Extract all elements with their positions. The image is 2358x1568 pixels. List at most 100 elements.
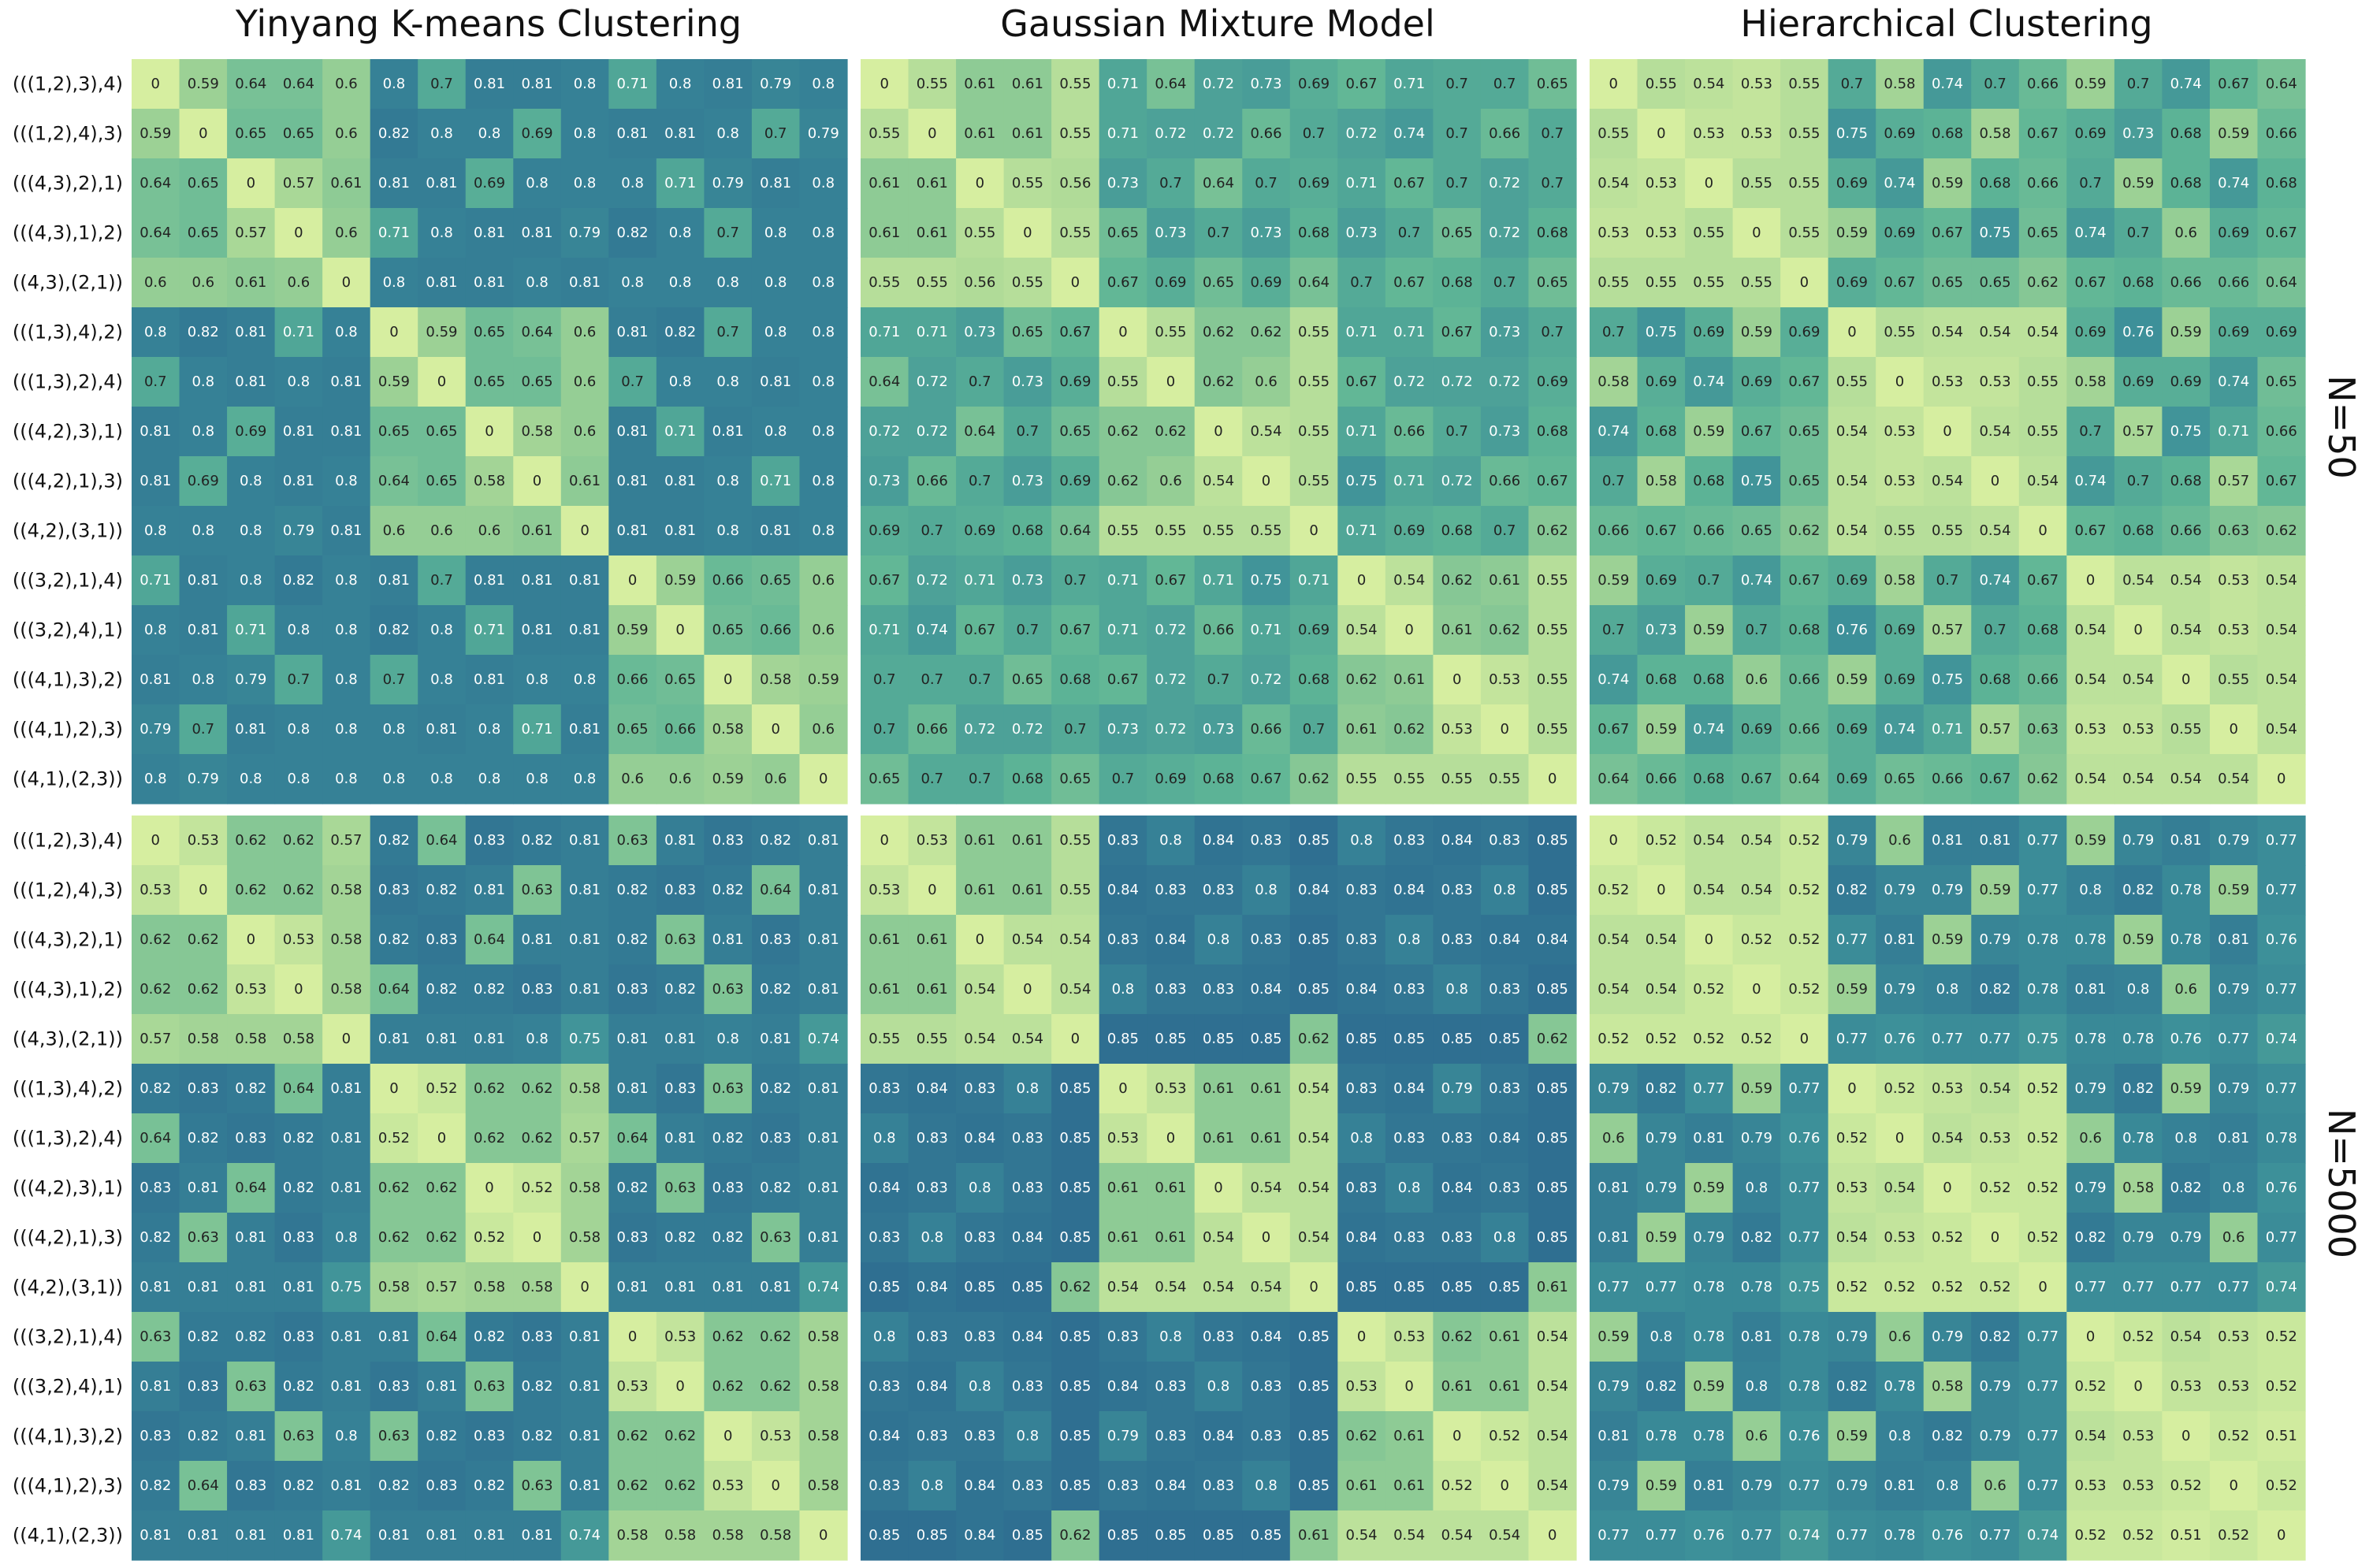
cell-value-label: 0.58 [2075,373,2107,390]
heatmap-cell [227,109,276,159]
heatmap-cell [1637,307,1686,358]
cell-value-label: 0.54 [2170,622,2202,638]
cell-value-label: 0 [1214,423,1222,440]
cell-value-label: 0.6 [812,721,835,738]
heatmap-cell [2066,754,2115,804]
heatmap-cell [1099,704,1147,755]
heatmap-cell [1147,754,1196,804]
cell-value-label: 0.55 [1537,622,1568,638]
cell-value-label: 0.82 [1836,1378,1868,1395]
cell-value-label: 0.52 [2075,1527,2107,1544]
cell-value-label: 0.8 [1255,1477,1278,1494]
cell-value-label: 0.58 [712,721,744,738]
cell-value-label: 0.8 [921,1229,943,1246]
cell-value-label: 0.53 [2218,1378,2249,1395]
row-tick-label: (((3,2),1),4) [13,1326,123,1348]
cell-value-label: 0.85 [1393,1031,1425,1047]
heatmap-cell [656,704,705,755]
cell-value-label: 0.81 [235,324,266,340]
cell-value-label: 0.52 [426,1080,457,1097]
cell-value-label: 0.55 [1059,882,1091,898]
heatmap-cell [1971,258,2020,308]
heatmap-cell [704,754,753,804]
cell-value-label: 0.75 [330,1279,362,1295]
heatmap-cell [465,506,514,556]
heatmap-cell [1876,208,1925,258]
cell-value-label: 0.81 [1884,1477,1915,1494]
cell-value-label: 0.53 [2122,1428,2154,1444]
heatmap-cell [1337,605,1386,656]
heatmap-cell [513,258,562,308]
cell-value-label: 0.78 [2027,981,2059,998]
heatmap-cell [1732,407,1781,457]
cell-value-label: 0.76 [1884,1031,1915,1047]
cell-value-label: 0 [1657,125,1665,142]
cell-value-label: 0.83 [1250,1428,1281,1444]
cell-value-label: 0.55 [1489,771,1520,787]
cell-value-label: 0.7 [1602,324,1625,340]
heatmap-cell [1780,407,1829,457]
cell-value-label: 0.59 [2170,324,2202,340]
heatmap-cell [656,258,705,308]
cell-value-label: 0.69 [2218,225,2249,241]
heatmap-cell [2209,605,2259,656]
cell-value-label: 0.7 [2127,473,2150,489]
heatmap-cell [322,506,371,556]
heatmap-cell [1289,754,1338,804]
cell-value-label: 0.78 [1646,1428,1677,1444]
row-tick-label: ((4,2),(3,1)) [13,1276,123,1299]
cell-value-label: 0.55 [1788,225,1820,241]
cell-value-label: 0.85 [1155,1031,1186,1047]
cell-value-label: 0.71 [378,225,410,241]
heatmap-cell [1242,59,1291,110]
cell-value-label: 0.74 [2170,76,2202,92]
cell-value-label: 0.57 [235,225,266,241]
cell-value-label: 0.6 [574,373,597,390]
cell-value-label: 0.81 [521,76,552,92]
cell-value-label: 0.66 [1932,771,1963,787]
cell-value-label: 0 [2038,1279,2047,1295]
cell-value-label: 0.67 [1788,373,1820,390]
heatmap-cell [513,754,562,804]
cell-value-label: 0.81 [426,1527,457,1544]
cell-value-label: 0.6 [430,522,453,539]
cell-value-label: 0.77 [2027,832,2059,849]
cell-value-label: 0.73 [1107,175,1139,191]
heatmap-cell [2257,59,2306,110]
heatmap-cell [1003,258,1052,308]
cell-value-label: 0.63 [521,882,552,898]
heatmap-cell [704,158,753,209]
cell-value-label: 0.61 [964,882,995,898]
cell-value-label: 0.71 [760,473,791,489]
heatmap-cell [370,655,418,705]
heatmap-cell [1289,555,1338,606]
heatmap-cell [1289,407,1338,457]
cell-value-label: 0.8 [873,1130,896,1146]
cell-value-label: 0.79 [2218,981,2249,998]
cell-value-label: 0.72 [1012,721,1043,738]
cell-value-label: 0.81 [808,931,839,948]
cell-value-label: 0.81 [712,1279,744,1295]
heatmap-cell [956,506,1005,556]
heatmap-cell [751,605,801,656]
cell-value-label: 0.83 [1250,832,1281,849]
heatmap-cell [1051,555,1100,606]
cell-value-label: 0.81 [139,1527,171,1544]
cell-value-label: 0.71 [1346,324,1378,340]
cell-value-label: 0.55 [1932,522,1963,539]
cell-value-label: 0.79 [1979,1378,2010,1395]
cell-value-label: 0.82 [426,882,457,898]
cell-value-label: 0.79 [1979,1428,2010,1444]
heatmap-cell [1337,555,1386,606]
heatmap-cell [751,456,801,507]
cell-value-label: 0.72 [1489,373,1520,390]
cell-value-label: 0.68 [1537,225,1568,241]
cell-value-label: 0.8 [288,771,311,787]
cell-value-label: 0.85 [1537,1180,1568,1196]
heatmap-cell [1242,109,1291,159]
heatmap-cell [2257,456,2306,507]
heatmap-cell [861,208,909,258]
heatmap-cell [704,605,753,656]
heatmap-cell [1337,258,1386,308]
heatmap-cell [1637,555,1686,606]
